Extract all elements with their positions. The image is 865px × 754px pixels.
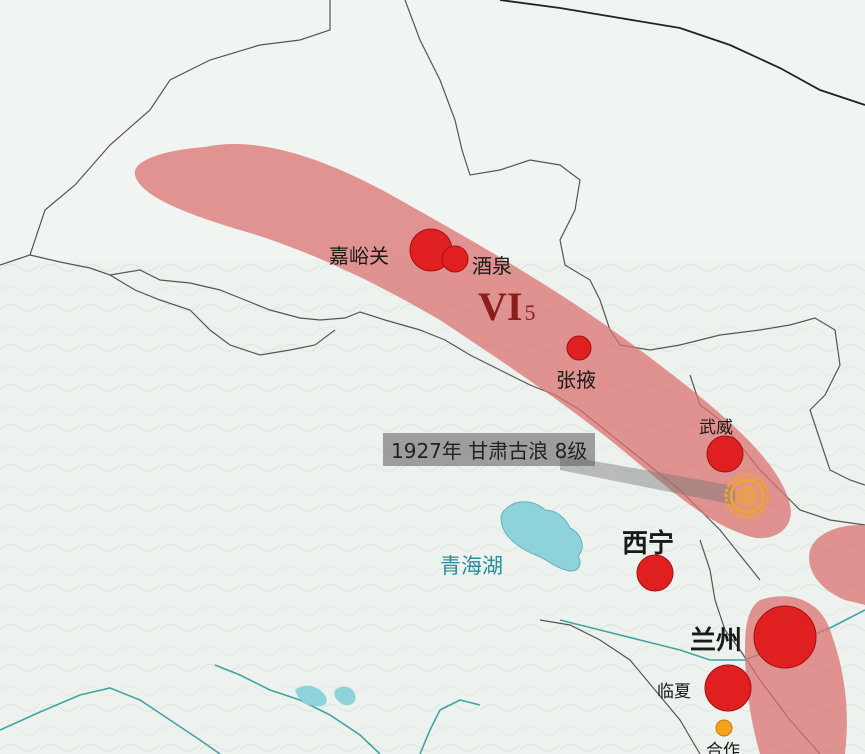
small-lake-1	[295, 685, 327, 707]
city-marker-xining[interactable]	[636, 554, 674, 592]
city-label-jiuquan: 酒泉	[472, 254, 512, 278]
city-marker-linxia[interactable]	[704, 664, 752, 712]
epicenter-marker[interactable]	[724, 473, 770, 519]
city-marker-jiuquan[interactable]	[441, 245, 469, 273]
city-marker-zhangye[interactable]	[566, 335, 592, 361]
desert-area	[0, 0, 865, 260]
city-label-wuwei: 武威	[699, 418, 733, 438]
earthquake-label: 1927年 甘肃古浪 8级	[383, 433, 596, 466]
intensity-roman: VI	[478, 284, 523, 329]
intensity-subscript: 5	[524, 300, 536, 325]
lake-label: 青海湖	[440, 554, 503, 578]
city-marker-lanzhou[interactable]	[753, 605, 817, 669]
city-label-zhangye: 张掖	[556, 368, 596, 392]
city-marker-hezuo[interactable]	[715, 719, 733, 737]
city-label-hezuo: 合作	[706, 741, 740, 754]
intensity-zone-band-east	[809, 525, 865, 605]
intensity-label: VI5	[478, 283, 535, 330]
city-marker-wuwei[interactable]	[706, 435, 744, 473]
city-label-linxia: 临夏	[657, 682, 691, 702]
city-label-lanzhou: 兰州	[690, 626, 743, 656]
small-lake-2	[334, 686, 356, 706]
city-label-jiayuguan: 嘉峪关	[329, 244, 389, 268]
intensity-zone-band	[134, 143, 791, 539]
quake-connector	[560, 455, 735, 505]
lake-qinghai	[500, 501, 583, 572]
city-label-xining: 西宁	[622, 529, 675, 559]
